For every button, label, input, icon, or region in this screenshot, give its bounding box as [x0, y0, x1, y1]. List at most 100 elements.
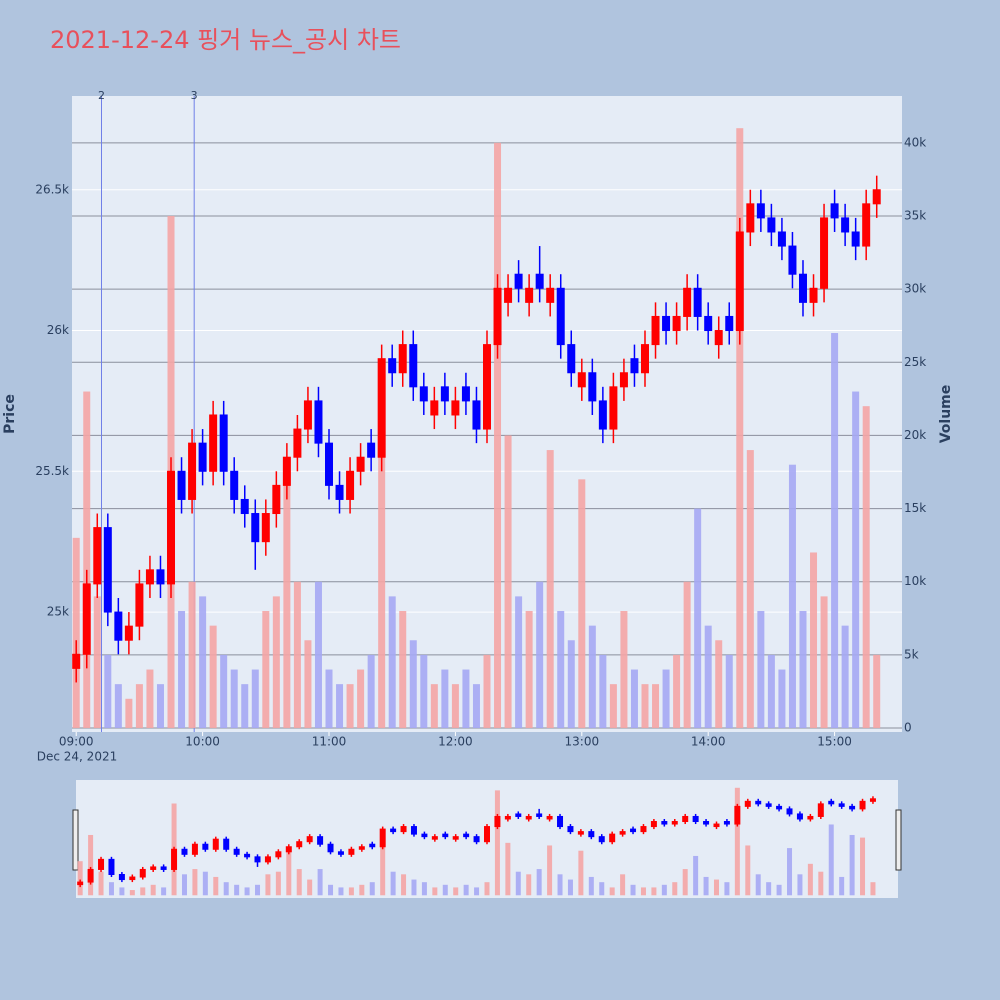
volume-bar-mini: [547, 845, 553, 896]
candle-body-mini: [661, 821, 668, 825]
y2-tick-label: 20k: [904, 428, 926, 442]
volume-bar: [283, 464, 291, 729]
volume-bar-mini: [234, 884, 240, 896]
volume-bar: [662, 669, 670, 729]
candle-body-mini: [358, 846, 365, 850]
candle-body: [156, 569, 165, 585]
candle-body-mini: [828, 800, 835, 805]
candle-body-mini: [765, 803, 772, 807]
volume-bar: [399, 611, 407, 729]
candle-body-mini: [77, 881, 84, 886]
candle-body: [525, 287, 534, 303]
volume-bar: [746, 450, 754, 729]
volume-bar-mini: [108, 882, 114, 896]
candle-body-mini: [713, 823, 720, 828]
volume-bar-mini: [119, 887, 125, 896]
candle-body: [767, 217, 776, 233]
candle-body: [546, 287, 555, 303]
candle-body-mini: [515, 813, 522, 817]
candle-body: [567, 344, 576, 374]
candle-body: [598, 400, 607, 430]
candle-body: [830, 203, 839, 219]
candle-body-mini: [692, 815, 699, 823]
candle-body-mini: [442, 833, 449, 838]
x-tick-label: 11:00: [312, 735, 347, 749]
range-handle[interactable]: [895, 809, 902, 871]
volume-bar-mini: [307, 879, 313, 896]
candle-body: [198, 442, 207, 472]
annotation-label: 3: [191, 89, 198, 102]
x-tick-label: 12:00: [438, 735, 473, 749]
candle-body-mini: [202, 843, 209, 850]
volume-bar: [178, 611, 186, 729]
volume-bar-mini: [338, 887, 344, 896]
candle-body-mini: [473, 836, 480, 843]
volume-bar: [525, 611, 533, 729]
candle-body: [388, 358, 397, 374]
candle-body: [303, 400, 312, 430]
volume-bar: [146, 669, 154, 729]
candle-body: [430, 400, 439, 416]
volume-bar-mini: [818, 871, 824, 896]
volume-bar: [641, 684, 649, 729]
volume-bar-mini: [494, 790, 500, 896]
volume-bar: [757, 611, 765, 729]
volume-bar-mini: [734, 787, 740, 896]
candle-body-mini: [191, 843, 198, 855]
volume-bar-mini: [787, 848, 793, 896]
candle-body: [314, 400, 323, 444]
x-tick-label: 14:00: [691, 735, 726, 749]
volume-bar: [325, 669, 333, 729]
volume-bar-mini: [296, 869, 302, 896]
candle-body-mini: [588, 831, 595, 838]
volume-bar: [451, 684, 459, 729]
candle-body-mini: [577, 831, 584, 835]
volume-bar: [725, 654, 733, 729]
volume-bar-mini: [526, 874, 532, 896]
volume-bar-mini: [181, 874, 187, 896]
volume-bar: [578, 479, 586, 729]
volume-bar: [230, 669, 238, 729]
volume-bar: [683, 581, 691, 729]
candle-body: [809, 287, 818, 303]
candle-body: [693, 287, 702, 317]
candle-body-mini: [525, 815, 532, 820]
candle-body-mini: [139, 868, 146, 878]
candle-body: [240, 498, 249, 515]
volume-bar-mini: [98, 871, 104, 896]
candle-body-mini: [817, 803, 824, 817]
volume-bar-mini: [348, 887, 354, 896]
candle-body: [725, 315, 734, 332]
candle-body-mini: [306, 836, 313, 843]
candle-body-mini: [160, 866, 167, 870]
range-handle[interactable]: [72, 809, 79, 871]
volume-bar-mini: [870, 882, 876, 896]
candle-body-mini: [390, 828, 397, 833]
candle-body-mini: [233, 848, 240, 855]
volume-bar: [441, 669, 449, 729]
volume-bar: [799, 611, 807, 729]
candle-body: [419, 386, 428, 402]
candle-body-mini: [619, 831, 626, 835]
candle-body: [619, 372, 628, 388]
candle-body-mini: [171, 848, 178, 870]
candle-body-mini: [369, 843, 376, 848]
volume-bar-mini: [129, 890, 135, 896]
volume-bar: [767, 654, 775, 729]
x-tick-label: 09:00: [59, 735, 94, 749]
volume-bar: [609, 684, 617, 729]
volume-bar-mini: [672, 882, 678, 896]
volume-bar: [620, 611, 628, 729]
candle-body-mini: [400, 826, 407, 833]
volume-bar-mini: [776, 884, 782, 896]
volume-bar: [72, 537, 80, 729]
volume-bar-mini: [484, 882, 490, 896]
candle-body-mini: [410, 826, 417, 835]
volume-bar-mini: [202, 871, 208, 896]
candle-body: [746, 203, 755, 233]
candle-body: [683, 287, 692, 317]
candle-body: [577, 372, 586, 388]
volume-bar: [83, 391, 91, 729]
volume-bar: [304, 640, 312, 729]
